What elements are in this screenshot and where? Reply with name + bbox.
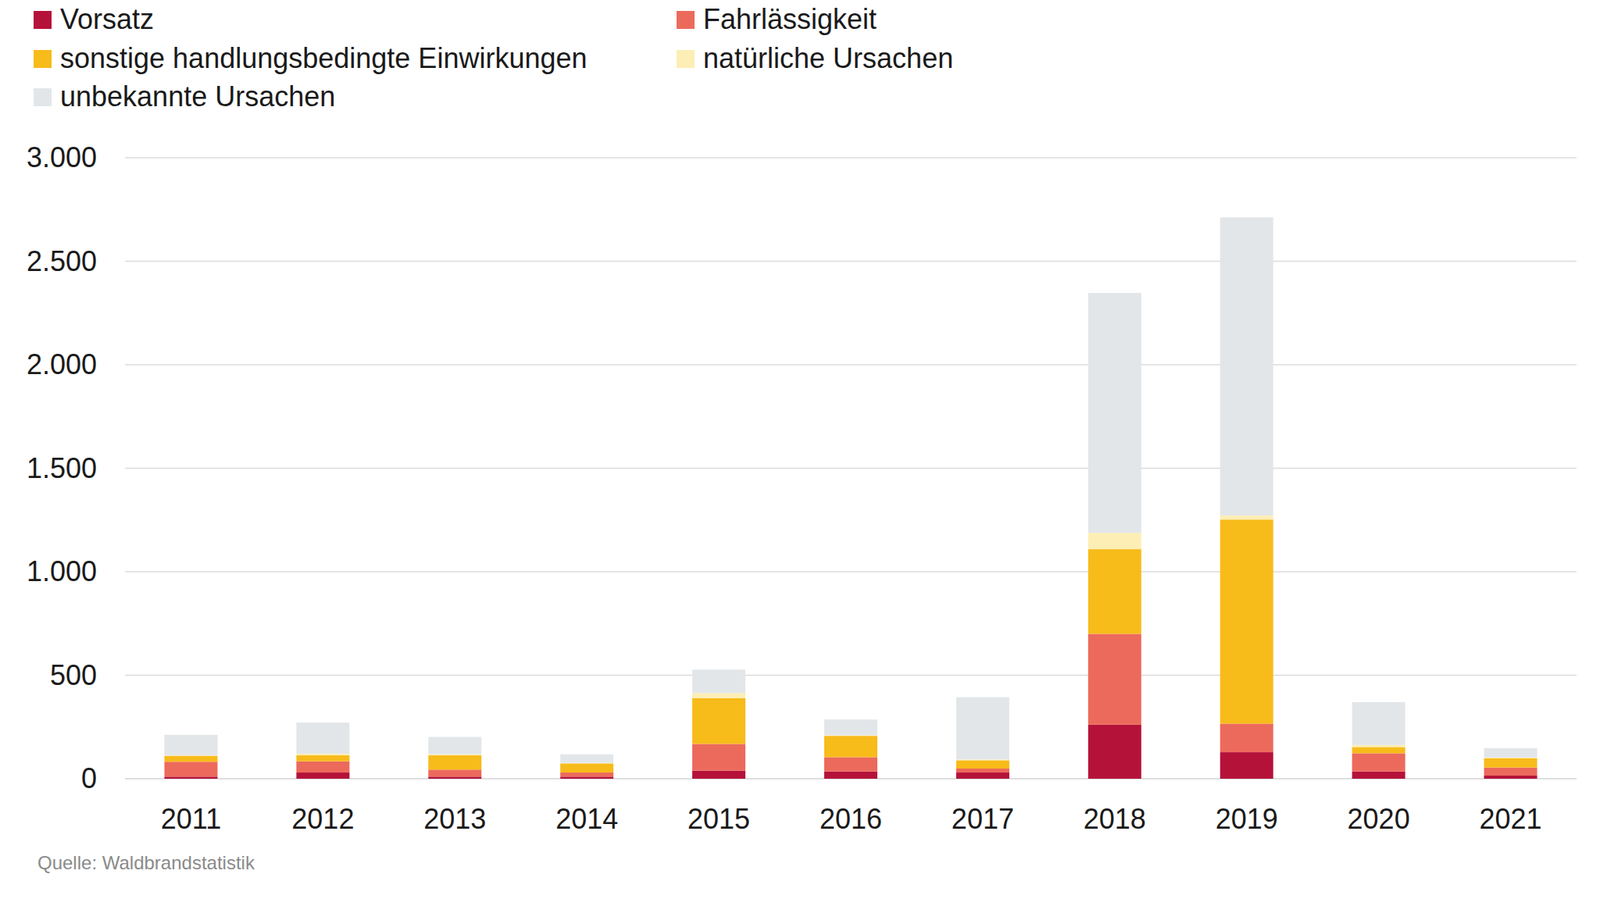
- x-tick-label: 2012: [291, 803, 354, 836]
- chart-svg: 0 500 1.000 1.500 2.000 2.500 3.000 2011 2012 201…: [0, 0, 1600, 899]
- bar-segment: [956, 759, 1010, 761]
- bar-segment: [296, 755, 350, 762]
- bar-segment: [824, 719, 878, 736]
- grid-line: [125, 260, 1577, 262]
- bar-segment: [956, 772, 1010, 779]
- x-tick-label: 2021: [1478, 803, 1542, 836]
- x-tick-label: 2020: [1347, 803, 1411, 836]
- bar-segment: [1352, 702, 1406, 746]
- x-tick-label: 2016: [819, 803, 883, 836]
- bar-segment: [692, 771, 746, 779]
- bar-segment: [1352, 771, 1406, 779]
- bar-segment: [1220, 519, 1274, 724]
- legend-swatch: [33, 10, 52, 29]
- grid-line: [125, 675, 1577, 676]
- source-note: Quelle: Waldbrandstatistik: [37, 852, 256, 874]
- bar-segment: [1484, 748, 1538, 758]
- bar-segment: [1088, 725, 1142, 779]
- bar-segment: [164, 761, 218, 777]
- bar-segment: [296, 753, 350, 756]
- legend-swatch: [676, 10, 695, 29]
- bar-segment: [692, 692, 746, 699]
- y-tick-label: 1.500: [26, 452, 97, 485]
- bar-segment: [1088, 549, 1142, 634]
- bar-segment: [164, 776, 218, 779]
- legend-swatch: [676, 50, 695, 68]
- legend-label: natürliche Ursachen: [703, 42, 954, 75]
- bar-segment: [428, 755, 482, 770]
- grid-line: [125, 157, 1577, 158]
- bar-segment: [1352, 746, 1406, 754]
- chart-container: 0 500 1.000 1.500 2.000 2.500 3.000 2011 2012 201…: [0, 0, 1600, 899]
- bar-segment: [1088, 532, 1142, 550]
- bar-segment: [428, 776, 482, 779]
- legend-label: Vorsatz: [60, 3, 154, 36]
- bar-segment: [560, 763, 614, 773]
- bar-segment: [1352, 745, 1406, 748]
- bar-segment: [956, 768, 1010, 773]
- bar-segment: [560, 776, 614, 779]
- bar-segment: [296, 722, 350, 754]
- bar-segment: [1088, 292, 1142, 533]
- bar-segment: [296, 772, 350, 779]
- x-tick-label: 2017: [951, 803, 1015, 836]
- bar-segment: [1484, 758, 1538, 768]
- bar-segment: [692, 698, 746, 745]
- bar-segment: [824, 735, 878, 758]
- grid-line: [125, 467, 1577, 469]
- legend: Vorsatz Fahrlässigkeit sonstige handlungsb…: [33, 3, 954, 113]
- legend-swatch: [33, 88, 52, 107]
- x-tick-label: 2018: [1083, 803, 1147, 836]
- x-tick-label: 2013: [423, 803, 486, 836]
- legend-label: unbekannte Ursachen: [60, 80, 336, 113]
- bar-segment: [1220, 515, 1274, 520]
- bar-segment: [1352, 753, 1406, 772]
- x-tick-label: 2015: [687, 803, 750, 836]
- bar-segment: [824, 757, 878, 772]
- y-tick-label: 3.000: [26, 141, 97, 174]
- bar-segment: [428, 769, 482, 777]
- bar-segment: [1220, 724, 1274, 754]
- bar-segment: [296, 761, 350, 773]
- bar-segment: [956, 760, 1010, 769]
- bar-segment: [1088, 634, 1142, 725]
- bars: [164, 217, 1537, 779]
- legend-label: sonstige handlungsbedingte Einwirkungen: [60, 42, 588, 75]
- grid: [125, 157, 1577, 779]
- bar-segment: [1484, 775, 1538, 779]
- bar-segment: [164, 735, 218, 756]
- bar-segment: [956, 697, 1010, 761]
- bar-segment: [560, 754, 614, 764]
- bar-segment: [824, 771, 878, 779]
- y-tick-label: 0: [81, 762, 97, 795]
- legend-swatch: [33, 50, 52, 68]
- bar-segment: [428, 754, 482, 756]
- bar-segment: [692, 669, 746, 693]
- bar-segment: [1220, 752, 1274, 779]
- x-tick-label: 2014: [555, 803, 618, 836]
- x-tick-label: 2011: [160, 803, 222, 836]
- x-tick-label: 2019: [1215, 803, 1279, 836]
- bar-segment: [1484, 767, 1538, 776]
- legend-label: Fahrlässigkeit: [703, 3, 877, 36]
- grid-line: [125, 364, 1577, 365]
- bar-segment: [1220, 217, 1274, 516]
- grid-line: [125, 571, 1577, 572]
- bar-segment: [164, 756, 218, 762]
- bar-segment: [692, 743, 746, 771]
- y-tick-label: 500: [50, 659, 97, 692]
- y-tick-label: 2.000: [26, 348, 97, 381]
- y-tick-label: 1.000: [26, 555, 97, 588]
- y-tick-label: 2.500: [26, 245, 97, 278]
- bar-segment: [560, 772, 614, 777]
- bar-segment: [428, 736, 482, 754]
